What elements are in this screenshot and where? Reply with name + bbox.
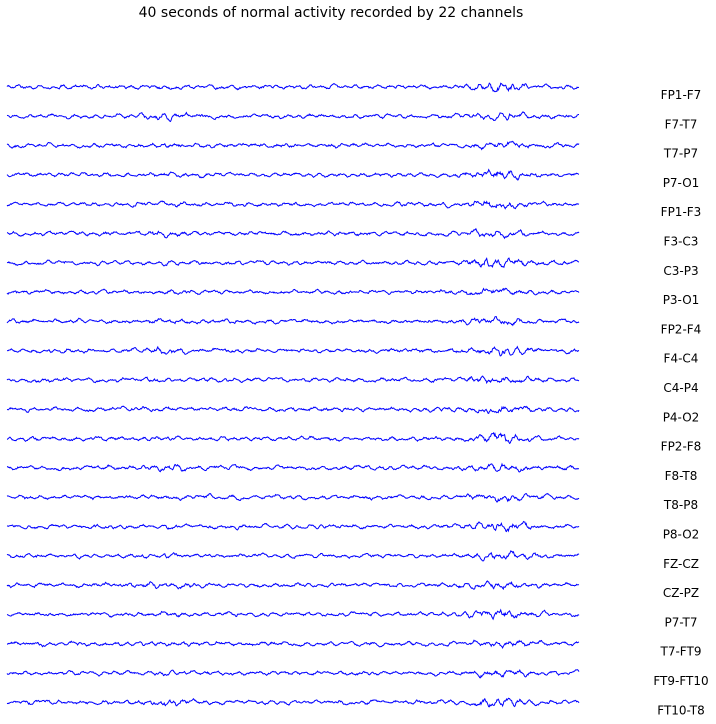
traces-group <box>6 82 580 708</box>
channel-label-ft10-t8: FT10-T8 <box>657 703 704 717</box>
trace-ft10-t8 <box>6 697 580 708</box>
trace-f8-t8 <box>6 462 580 473</box>
channel-label-fp1-f7: FP1-F7 <box>661 88 702 102</box>
channel-label-f4-c4: F4-C4 <box>664 352 699 366</box>
trace-p7-o1 <box>6 168 580 182</box>
channel-label-f8-t8: F8-T8 <box>665 469 698 483</box>
trace-t7-ft9 <box>7 639 580 650</box>
channel-label-fp2-f4: FP2-F4 <box>661 322 702 336</box>
trace-fp1-f7 <box>6 82 579 93</box>
channel-label-c3-p3: C3-P3 <box>663 264 698 278</box>
trace-fz-cz <box>6 550 580 562</box>
channel-label-f3-c3: F3-C3 <box>664 235 699 249</box>
trace-p3-o1 <box>6 287 580 296</box>
trace-t7-p7 <box>6 140 580 151</box>
channel-label-t7-ft9: T7-FT9 <box>660 645 702 659</box>
trace-f7-t7 <box>6 111 579 123</box>
trace-f4-c4 <box>6 345 580 357</box>
chart-title: 40 seconds of normal activity recorded b… <box>138 5 524 21</box>
trace-f3-c3 <box>6 227 580 240</box>
channel-label-fz-cz: FZ-CZ <box>663 557 699 571</box>
trace-c3-p3 <box>6 257 579 269</box>
trace-fp2-f4 <box>6 316 580 327</box>
channel-label-p7-t7: P7-T7 <box>664 615 697 629</box>
channel-label-p8-o2: P8-O2 <box>663 528 700 542</box>
trace-c4-p4 <box>6 375 580 385</box>
channel-label-fp2-f8: FP2-F8 <box>661 440 702 454</box>
channel-label-t8-p8: T8-P8 <box>663 498 698 512</box>
channel-label-fp1-f3: FP1-F3 <box>661 205 702 219</box>
trace-cz-pz <box>6 580 580 591</box>
channel-label-f7-t7: F7-T7 <box>665 117 698 131</box>
trace-fp1-f3 <box>6 200 580 210</box>
trace-t8-p8 <box>6 492 580 503</box>
channel-label-t7-p7: T7-P7 <box>663 147 698 161</box>
channel-label-p7-o1: P7-O1 <box>663 176 700 190</box>
trace-p8-o2 <box>6 520 580 533</box>
channel-label-c4-p4: C4-P4 <box>663 381 698 395</box>
trace-ft9-ft10 <box>6 669 580 679</box>
channel-label-p4-o2: P4-O2 <box>663 410 700 424</box>
trace-p7-t7 <box>6 608 580 621</box>
channel-labels-group: FP1-F7 F7-T7 T7-P7 P7-O1 FP1-F3 F3-C3 C3-P3 P3-… <box>653 88 708 717</box>
trace-fp2-f8 <box>6 431 580 445</box>
channel-label-cz-pz: CZ-PZ <box>663 586 699 600</box>
channel-label-ft9-ft10: FT9-FT10 <box>653 674 708 688</box>
trace-p4-o2 <box>6 405 580 415</box>
channel-label-p3-o1: P3-O1 <box>663 293 700 307</box>
